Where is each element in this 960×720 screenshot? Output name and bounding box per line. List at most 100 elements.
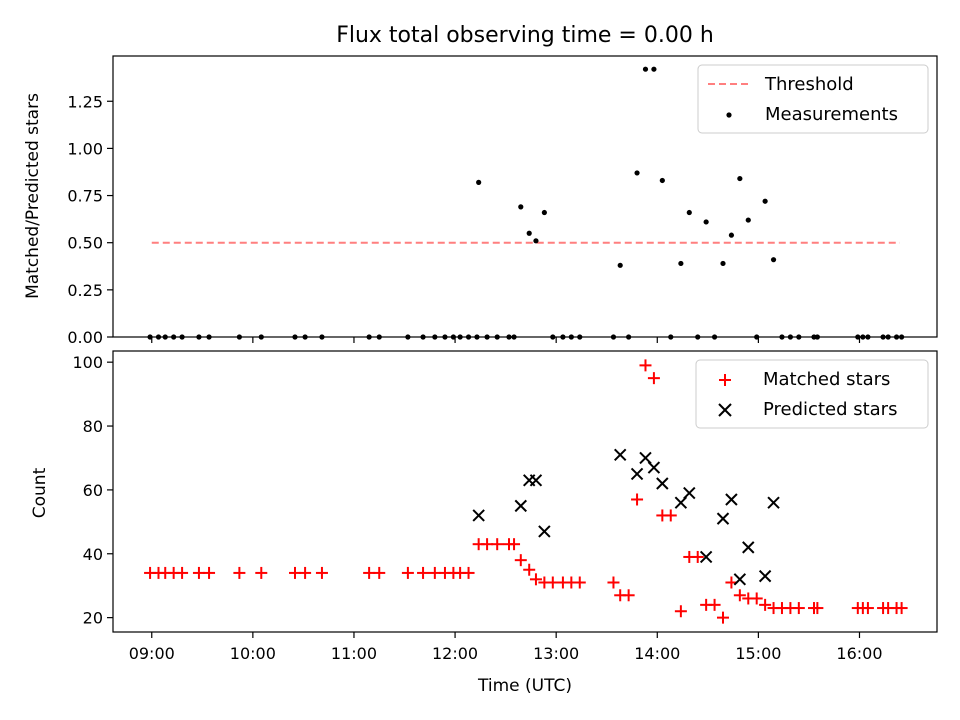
count-series-layer	[144, 359, 908, 624]
x-tick-label: 11:00	[331, 644, 377, 663]
x-tick-label: 12:00	[432, 644, 478, 663]
ratio-legend: Threshold Measurements	[697, 64, 929, 134]
predicted-star-point	[630, 467, 644, 481]
matched-star-point	[417, 566, 430, 579]
matched-star-point	[428, 566, 441, 579]
matched-star-point	[546, 576, 559, 589]
x-tick-label: 09:00	[129, 644, 175, 663]
matched-star-point	[639, 359, 652, 372]
predicted-star-point	[472, 509, 485, 522]
matched-star-point	[691, 550, 704, 563]
matched-star-point	[733, 589, 746, 602]
matched-star-point	[363, 566, 376, 579]
measurement-point	[617, 262, 623, 268]
ratio-panel: 0.00 0.25 0.50 0.75 1.00 1.25 Matched/Predict…	[23, 55, 938, 347]
predicted-star-point	[656, 477, 669, 490]
predicted-star-point	[716, 512, 730, 525]
predicted-star-point	[683, 486, 696, 500]
threshold-legend-label: Threshold	[764, 74, 854, 95]
measurement-point	[541, 209, 547, 216]
matched-star-point	[508, 538, 521, 551]
matched-star-point	[233, 566, 246, 579]
count-ticks-layer: 09:00 10:00 11:00 12:00 13:00 14:00 15:00 16:00…	[72, 353, 882, 663]
predicted-star-point	[733, 573, 747, 586]
matched-star-point	[255, 566, 268, 579]
predicted-star-point	[767, 496, 780, 509]
x-tick-label: 13:00	[533, 644, 579, 663]
matched-star-point	[716, 611, 729, 624]
x-tick-label: 14:00	[634, 644, 680, 663]
matched-star-point	[315, 566, 328, 579]
matched-star-point	[529, 573, 542, 586]
matched-star-point	[299, 566, 312, 579]
matched-star-point	[192, 566, 205, 579]
x-tick-label: 10:00	[230, 644, 276, 663]
x-tick-label: 16:00	[836, 644, 882, 663]
y-tick-label: 40	[83, 545, 103, 564]
measurement-point	[720, 260, 726, 267]
measurement-point	[526, 230, 532, 236]
matched-star-point	[895, 602, 908, 615]
count-panel: 09:00 10:00 11:00 12:00 13:00 14:00 15:00 16:00…	[30, 350, 938, 696]
measurements-legend-swatch	[726, 112, 732, 118]
matched-star-point	[176, 566, 189, 579]
measurement-point	[737, 175, 743, 182]
count-legend: Matched stars Predicted stars	[695, 359, 929, 429]
y-tick-label: 1.25	[67, 92, 103, 111]
matched-legend-label: Matched stars	[763, 369, 890, 390]
measurements-legend-label: Measurements	[765, 104, 898, 125]
matched-star-point	[573, 576, 586, 589]
predicted-star-point	[742, 541, 755, 554]
measurement-point	[533, 238, 539, 244]
y-tick-label: 20	[83, 609, 103, 628]
predicted-legend-swatch	[718, 403, 732, 417]
predicted-star-point	[538, 525, 551, 538]
measurement-point	[745, 217, 751, 223]
matched-star-point	[288, 566, 301, 579]
matched-star-point	[401, 566, 414, 579]
measurement-point	[703, 219, 709, 225]
matched-star-point	[514, 554, 527, 567]
matched-star-point	[750, 592, 763, 605]
matched-star-point	[759, 598, 772, 611]
count-axes-frame	[112, 350, 938, 633]
predicted-legend-label: Predicted stars	[763, 399, 897, 420]
matched-star-point	[491, 538, 504, 551]
measurement-point	[642, 66, 649, 72]
measurement-point	[762, 198, 768, 204]
measurement-point	[634, 170, 640, 176]
ratio-ticks-layer: 0.00 0.25 0.50 0.75 1.00 1.25	[67, 92, 861, 347]
x-tick-label: 15:00	[735, 644, 781, 663]
matched-star-point	[647, 372, 660, 385]
measurement-point	[686, 209, 692, 216]
y-tick-label: 60	[83, 481, 103, 500]
ratio-y-axis-label: Matched/Predicted stars	[23, 93, 43, 299]
predicted-star-point	[699, 550, 713, 564]
predicted-star-point	[514, 499, 527, 513]
y-tick-label: 0.50	[67, 234, 103, 253]
measurement-point	[476, 179, 482, 185]
matched-star-point	[373, 566, 386, 579]
count-y-axis-label: Count	[30, 467, 50, 518]
x-axis-label: Time (UTC)	[477, 676, 572, 696]
measurement-point	[651, 66, 657, 72]
measurement-point	[770, 257, 777, 263]
matched-star-point	[462, 566, 475, 579]
matched-star-point	[523, 563, 536, 576]
y-tick-label: 100	[72, 353, 103, 372]
y-tick-label: 0.25	[67, 281, 103, 300]
ratio-legend-box	[697, 64, 929, 134]
measurement-point	[659, 177, 665, 184]
matched-star-point	[607, 576, 620, 589]
y-tick-label: 0.75	[67, 187, 103, 206]
measurement-point	[518, 204, 524, 210]
matched-star-point	[203, 566, 216, 579]
predicted-star-point	[647, 461, 661, 474]
matched-star-point	[631, 493, 644, 506]
matched-star-point	[481, 538, 494, 551]
matched-star-point	[792, 602, 805, 615]
measurement-point	[728, 232, 735, 238]
measurement-point	[678, 260, 684, 267]
predicted-star-point	[725, 493, 738, 506]
